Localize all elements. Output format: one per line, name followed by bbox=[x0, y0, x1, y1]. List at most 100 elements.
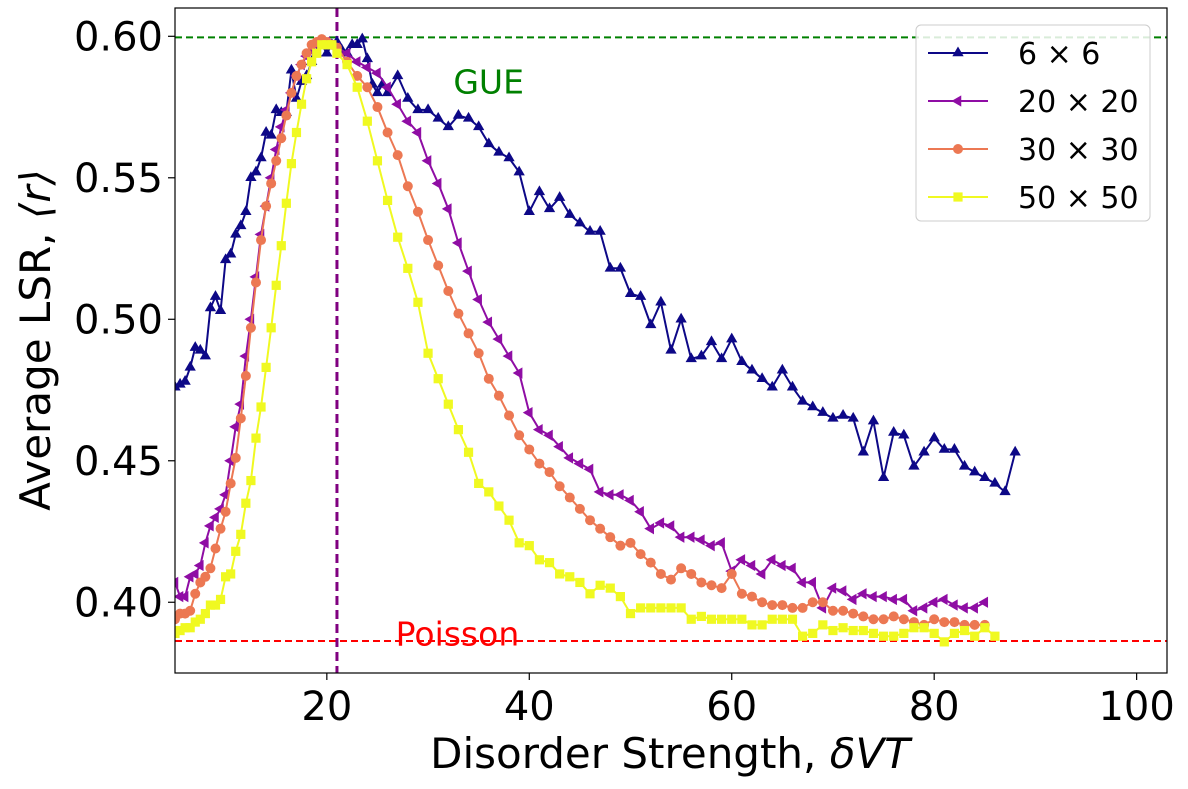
data-point bbox=[353, 83, 362, 92]
data-point bbox=[276, 133, 286, 143]
data-point bbox=[236, 413, 246, 423]
data-point bbox=[563, 452, 573, 463]
data-point bbox=[879, 614, 889, 624]
data-point bbox=[241, 371, 251, 381]
data-point bbox=[695, 534, 705, 545]
data-point bbox=[879, 632, 888, 641]
data-point bbox=[960, 626, 969, 635]
data-point bbox=[646, 603, 655, 612]
data-point bbox=[403, 264, 412, 273]
data-point bbox=[715, 537, 725, 548]
x-axis: 20 40 60 80 100 bbox=[301, 673, 1174, 730]
data-point bbox=[798, 632, 807, 641]
data-point bbox=[857, 588, 867, 599]
data-point bbox=[869, 629, 878, 638]
data-point bbox=[888, 426, 899, 436]
data-point bbox=[361, 62, 371, 73]
data-point bbox=[433, 261, 443, 271]
data-point bbox=[655, 296, 666, 306]
data-point bbox=[757, 597, 767, 607]
data-point bbox=[777, 600, 787, 610]
data-point bbox=[706, 580, 716, 590]
data-point bbox=[837, 409, 848, 419]
data-point bbox=[990, 632, 999, 641]
data-point bbox=[534, 185, 545, 195]
data-point bbox=[707, 615, 716, 624]
data-point bbox=[453, 309, 463, 319]
legend: 6 × 620 × 2030 × 3050 × 50 bbox=[916, 25, 1150, 221]
data-point bbox=[250, 166, 261, 176]
data-point bbox=[205, 301, 216, 311]
data-point bbox=[808, 597, 818, 607]
data-point bbox=[615, 541, 625, 551]
x-tick-label: 20 bbox=[301, 684, 352, 730]
data-point bbox=[236, 530, 245, 539]
data-point bbox=[433, 112, 444, 122]
y-tick-label: 0.50 bbox=[74, 297, 163, 343]
data-point bbox=[267, 323, 276, 332]
data-point bbox=[216, 595, 225, 604]
data-point bbox=[332, 49, 341, 58]
data-point bbox=[737, 615, 746, 624]
data-point bbox=[687, 615, 696, 624]
data-point bbox=[878, 471, 889, 481]
data-point bbox=[185, 361, 196, 371]
data-point bbox=[302, 74, 311, 83]
y-tick-label: 0.60 bbox=[74, 14, 163, 60]
data-point bbox=[646, 558, 656, 568]
data-point bbox=[675, 532, 685, 543]
data-point bbox=[287, 159, 296, 168]
data-point bbox=[256, 402, 265, 411]
data-point bbox=[271, 156, 281, 166]
data-point bbox=[190, 589, 200, 599]
data-point bbox=[373, 156, 382, 165]
data-point bbox=[201, 609, 210, 618]
data-point bbox=[828, 626, 837, 635]
data-point bbox=[949, 443, 960, 453]
data-point bbox=[255, 151, 266, 161]
data-point bbox=[666, 575, 676, 585]
data-point bbox=[665, 344, 676, 354]
data-point bbox=[838, 606, 848, 616]
data-point bbox=[524, 205, 535, 215]
data-point bbox=[474, 479, 483, 488]
x-tick-label: 40 bbox=[504, 684, 555, 730]
data-point bbox=[868, 614, 878, 624]
data-point bbox=[736, 355, 747, 365]
series-2 bbox=[169, 36, 989, 616]
data-point bbox=[818, 597, 828, 607]
series-4 bbox=[170, 40, 999, 646]
y-axis-label: Average LSR, ⟨r⟩ bbox=[11, 169, 60, 511]
data-point bbox=[735, 554, 745, 565]
data-point bbox=[402, 92, 413, 102]
data-point bbox=[665, 520, 675, 531]
data-point bbox=[297, 100, 306, 109]
data-point bbox=[235, 219, 246, 229]
data-point bbox=[899, 629, 908, 638]
data-point bbox=[778, 615, 787, 624]
data-point bbox=[423, 349, 432, 358]
data-point bbox=[626, 538, 636, 548]
data-point bbox=[493, 146, 504, 156]
data-point bbox=[747, 620, 756, 629]
data-point bbox=[555, 569, 564, 578]
data-point bbox=[768, 615, 777, 624]
data-point bbox=[726, 333, 737, 343]
data-point bbox=[697, 612, 706, 621]
data-point bbox=[858, 611, 868, 621]
data-point bbox=[371, 67, 381, 78]
data-point bbox=[676, 563, 686, 573]
data-point bbox=[585, 515, 595, 525]
series-layer bbox=[169, 33, 1021, 647]
data-point bbox=[776, 560, 786, 571]
data-point bbox=[534, 459, 544, 469]
data-point bbox=[453, 109, 464, 119]
data-point bbox=[645, 318, 656, 328]
data-point bbox=[246, 476, 255, 485]
data-point bbox=[464, 448, 473, 457]
data-point bbox=[240, 205, 251, 215]
data-point bbox=[403, 181, 413, 191]
data-point bbox=[747, 592, 757, 602]
data-point bbox=[605, 262, 616, 272]
data-point bbox=[717, 583, 727, 593]
